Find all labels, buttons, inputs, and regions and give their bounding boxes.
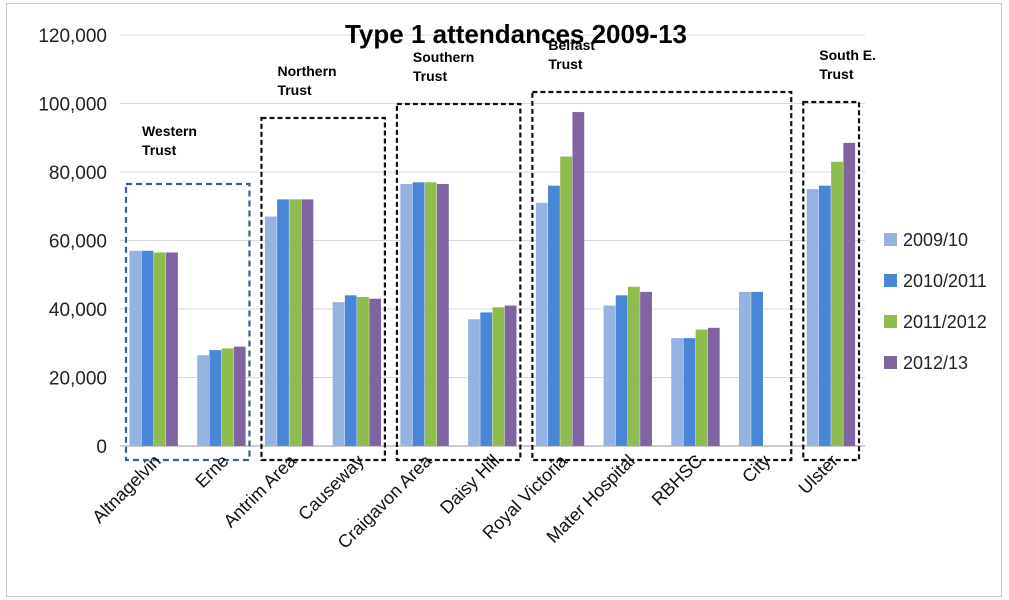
- chart-frame: [6, 3, 1002, 597]
- y-tick-label: 100,000: [38, 95, 107, 116]
- bar: [332, 302, 345, 446]
- chart-title: Type 1 attendances 2009-13: [345, 19, 687, 49]
- trust-group-label: Northern: [277, 63, 336, 79]
- x-category-label: Altnagelvin: [88, 451, 164, 527]
- bar: [671, 338, 684, 446]
- trust-group-label: South E.: [819, 47, 876, 63]
- bar: [535, 202, 548, 446]
- y-tick-label: 80,000: [49, 163, 107, 184]
- trust-groups: Western Trust Northern Trust Southern Trust B…: [124, 37, 876, 462]
- bar: [129, 250, 142, 446]
- bar: [548, 185, 560, 446]
- bar: [289, 199, 302, 446]
- bar: [369, 298, 382, 446]
- trust-group-box: [802, 100, 861, 462]
- y-tick-label: 20,000: [49, 369, 107, 390]
- bar: [751, 291, 764, 446]
- x-category-label: Antrim Area: [220, 450, 301, 531]
- legend: 2009/10 2010/2011 2011/2012 2012/13: [884, 230, 987, 373]
- legend-label: 2009/10: [903, 230, 968, 250]
- bar: [400, 183, 413, 447]
- bar: [627, 286, 640, 446]
- trust-group-label: Western: [142, 123, 197, 139]
- y-axis-ticks: 0 20,000 40,000 60,000 80,000 100,000 120,000: [38, 26, 107, 458]
- bar: [233, 346, 246, 446]
- bar: [436, 183, 449, 447]
- bar: [221, 348, 234, 446]
- bar: [344, 295, 357, 446]
- bar: [640, 291, 652, 446]
- bar: [264, 216, 277, 446]
- legend-label: 2012/13: [903, 353, 968, 373]
- y-tick-label: 0: [96, 437, 107, 458]
- trust-group-label: Trust: [142, 142, 177, 158]
- bar: [153, 252, 166, 446]
- bar: [468, 319, 480, 446]
- bar: [141, 250, 154, 446]
- x-category-label: Erne: [191, 451, 232, 492]
- y-tick-label: 120,000: [38, 26, 107, 47]
- legend-label: 2010/2011: [903, 271, 987, 291]
- legend-swatch: [884, 274, 897, 287]
- bar: [492, 307, 505, 446]
- trust-group-box: [531, 90, 793, 462]
- legend-swatch: [884, 315, 897, 328]
- x-category-label: Ulster: [795, 451, 842, 498]
- bar: [197, 355, 209, 446]
- bar: [480, 312, 493, 446]
- bar: [683, 338, 696, 446]
- bar: [357, 297, 369, 446]
- trust-group-label: Belfast: [548, 37, 595, 53]
- trust-group-box: [124, 182, 251, 462]
- bar: [209, 350, 222, 446]
- y-tick-label: 40,000: [49, 300, 107, 321]
- trust-group-label: Trust: [819, 66, 854, 82]
- bar: [412, 182, 425, 446]
- bar: [843, 142, 856, 446]
- trust-group-label: Southern: [413, 49, 474, 65]
- x-category-label: City: [738, 451, 774, 487]
- x-category-label: Causeway: [294, 451, 368, 525]
- legend-swatch: [884, 356, 897, 369]
- bar: [831, 161, 843, 446]
- trust-group-label: Trust: [413, 68, 448, 84]
- bar: [707, 327, 720, 446]
- bar: [572, 112, 585, 446]
- bar: [695, 329, 708, 446]
- bar: [603, 305, 616, 446]
- bar: [560, 156, 573, 446]
- trust-group-label: Trust: [277, 82, 312, 98]
- bar: [277, 199, 289, 446]
- trust-group-label: Trust: [548, 56, 583, 72]
- bars: [129, 112, 856, 447]
- y-tick-label: 60,000: [49, 232, 107, 253]
- bar: [504, 305, 517, 446]
- bar: [166, 252, 178, 446]
- bar: [818, 185, 831, 446]
- legend-swatch: [884, 233, 897, 246]
- trust-group-box: [395, 102, 522, 462]
- bar: [806, 189, 819, 446]
- legend-label: 2011/2012: [903, 312, 987, 332]
- bar: [739, 291, 751, 446]
- bar: [301, 199, 314, 446]
- bar: [424, 182, 437, 446]
- bar: [615, 295, 628, 446]
